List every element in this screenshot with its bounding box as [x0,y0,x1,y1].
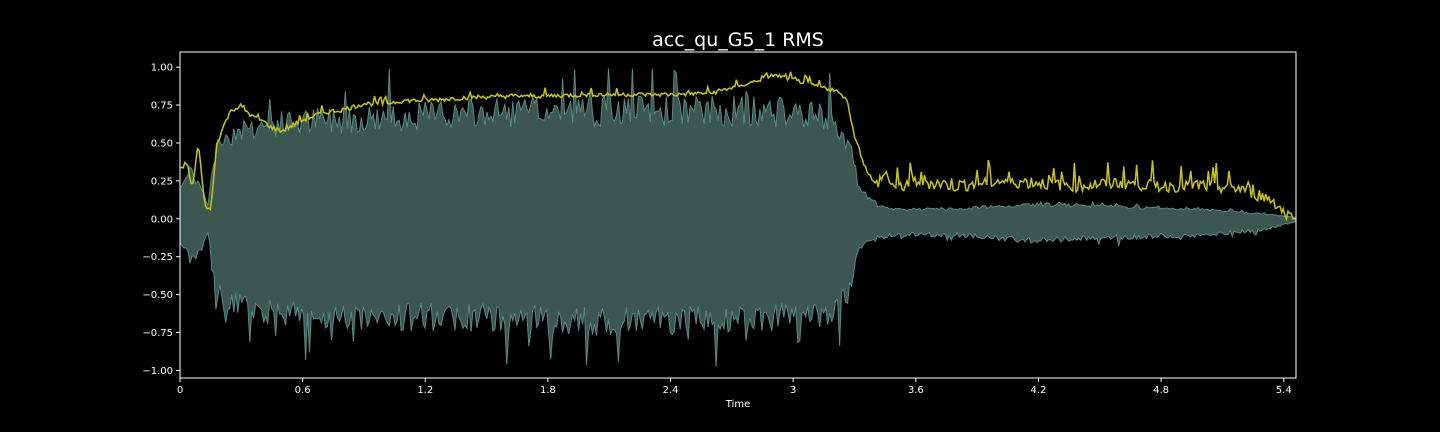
x-axis: 0 0.6 1.2 1.8 2.4 3 3.6 4.2 4.8 5.4 [177,378,1292,396]
x-tick-label: 5.4 [1276,385,1292,396]
x-tick-label: 3.6 [908,385,924,396]
y-tick-label: 0.25 [151,176,173,187]
x-tick-label: 4.8 [1153,385,1169,396]
y-tick-label: 0.50 [151,138,173,149]
y-axis: 1.00 0.75 0.50 0.25 0.00 −0.25 −0.50 −0.75 −1.00 [142,63,180,377]
x-tick-label: 1.8 [540,385,556,396]
x-axis-title: Time [725,399,750,410]
y-tick-label: −0.50 [142,290,173,301]
x-tick-label: 2.4 [663,385,679,396]
x-tick-label: 3 [790,385,796,396]
x-tick-label: 1.2 [417,385,433,396]
y-tick-label: −1.00 [142,366,173,377]
x-tick-label: 0 [177,385,183,396]
y-tick-label: 0.00 [151,214,173,225]
rms-line [179,71,1296,222]
chart-title: acc_qu_G5_1 RMS [652,29,824,51]
y-tick-label: −0.25 [142,252,173,263]
x-tick-label: 0.6 [295,385,311,396]
y-tick-label: 0.75 [151,101,173,112]
y-tick-label: −0.75 [142,328,173,339]
x-tick-label: 4.2 [1031,385,1047,396]
axes-frame [179,51,1297,379]
y-tick-label: 1.00 [151,63,173,74]
